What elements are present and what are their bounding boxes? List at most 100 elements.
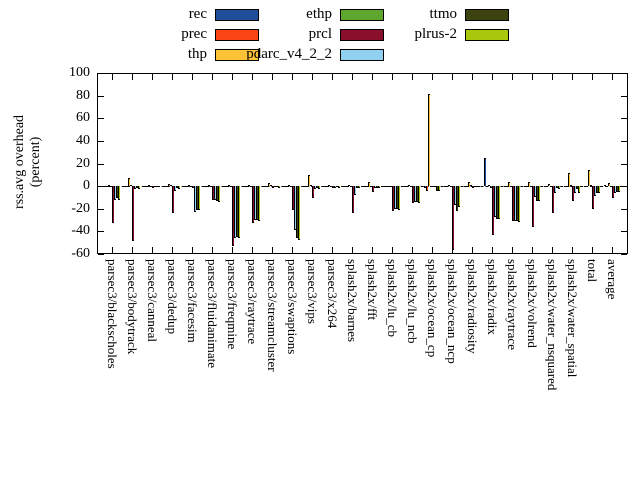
bar-prcl (612, 186, 614, 198)
bar-prec (406, 186, 408, 187)
bar-ethp (150, 186, 152, 187)
bar-rec (524, 186, 526, 187)
bar-ethp (230, 186, 232, 187)
bar-ethp (170, 185, 172, 186)
bar-plrus-2 (178, 186, 180, 189)
y-tick-label: 20 (76, 156, 90, 171)
bar-thp (188, 185, 190, 186)
bar-prcl (592, 186, 594, 209)
bar-prcl (432, 186, 434, 187)
bar-thp (608, 183, 610, 186)
bar-pdarc_v4_2_2 (554, 186, 556, 193)
bar-thp (108, 185, 110, 186)
y-tick-label: 40 (76, 133, 90, 148)
bar-ttmo (356, 186, 358, 188)
y-tick-label: 100 (69, 65, 90, 80)
bar-plrus-2 (558, 186, 560, 189)
bar-pdarc_v4_2_2 (234, 186, 236, 238)
bar-rec (564, 186, 566, 187)
bar-thp (288, 185, 290, 186)
bar-prcl (252, 186, 254, 223)
bar-plrus-2 (398, 186, 400, 210)
bar-prcl (492, 186, 494, 235)
bar-plrus-2 (278, 186, 280, 188)
x-axis-tick (492, 247, 493, 253)
legend-swatch-ethp (340, 9, 384, 21)
bar-ethp (410, 186, 412, 187)
y-axis-tick (98, 118, 104, 119)
bar-prec (246, 186, 248, 187)
bar-prcl (312, 186, 314, 198)
bar-prcl (112, 186, 114, 223)
bar-ttmo (216, 186, 218, 201)
x-tick-label: parsec3/streamcluster (265, 259, 280, 372)
y-axis-tick (621, 186, 627, 187)
bar-prec (526, 186, 528, 187)
x-axis-tick (192, 247, 193, 253)
bar-pdarc_v4_2_2 (194, 186, 196, 212)
bar-plrus-2 (438, 186, 440, 191)
bar-pdarc_v4_2_2 (454, 186, 456, 205)
x-axis-tick (172, 247, 173, 253)
bar-pdarc_v4_2_2 (174, 186, 176, 191)
y-tick-label: 80 (76, 88, 90, 103)
legend-label-plrus-2: plrus-2 (414, 26, 458, 42)
legend-label-thp: thp (187, 46, 207, 62)
bar-ethp (210, 186, 212, 187)
y-axis-tick (621, 73, 627, 74)
x-tick-label: splash2x/radiosity (465, 259, 480, 354)
bar-pdarc_v4_2_2 (574, 186, 576, 193)
y-axis-tick (98, 141, 104, 142)
x-axis-tick (252, 247, 253, 253)
x-tick-label: parsec3/canneal (145, 259, 160, 343)
bar-ethp (590, 185, 592, 186)
x-axis-tick (592, 74, 593, 80)
x-axis-tick (452, 247, 453, 253)
bar-prec (326, 186, 328, 187)
bar-ttmo (296, 186, 298, 238)
bar-prcl (292, 186, 294, 210)
bar-prec (206, 186, 208, 187)
bar-plrus-2 (298, 186, 300, 240)
bar-pdarc_v4_2_2 (394, 186, 396, 209)
x-axis-tick (132, 247, 133, 253)
bar-pdarc_v4_2_2 (414, 186, 416, 202)
bar-ttmo (136, 186, 138, 188)
bar-ethp (450, 186, 452, 187)
bar-pdarc_v4_2_2 (274, 186, 276, 187)
bar-prec (166, 186, 168, 187)
bar-rec (604, 185, 606, 186)
bar-rec (124, 186, 126, 187)
y-axis-tick (98, 254, 104, 255)
bar-rec (164, 186, 166, 187)
bar-plrus-2 (598, 186, 600, 193)
bar-rec (224, 186, 226, 187)
bar-thp (368, 182, 370, 187)
x-axis-tick (612, 247, 613, 253)
bar-thp (568, 173, 570, 187)
bar-rec (104, 186, 106, 187)
bar-ethp (490, 186, 492, 188)
bar-prcl (192, 186, 194, 188)
x-axis-tick (212, 247, 213, 253)
zero-line (97, 186, 628, 187)
bar-plrus-2 (538, 186, 540, 201)
bar-ethp (250, 186, 252, 187)
bar-pdarc_v4_2_2 (434, 186, 436, 187)
bar-ttmo (456, 186, 458, 211)
x-axis-tick (412, 247, 413, 253)
x-tick-label: splash2x/lu_ncb (405, 259, 420, 344)
x-axis-tick (272, 247, 273, 253)
bar-rec (144, 186, 146, 187)
y-tick-label: -60 (71, 246, 90, 261)
x-tick-label: parsec3/blackscholes (105, 259, 120, 369)
bar-prec (566, 186, 568, 187)
bar-prec (186, 186, 188, 187)
x-axis-tick (352, 247, 353, 253)
x-axis-tick (512, 247, 513, 253)
x-axis-tick (572, 247, 573, 253)
bar-ttmo (236, 186, 238, 237)
x-axis-tick (352, 74, 353, 80)
x-axis-tick (532, 247, 533, 253)
x-axis-tick (392, 74, 393, 80)
